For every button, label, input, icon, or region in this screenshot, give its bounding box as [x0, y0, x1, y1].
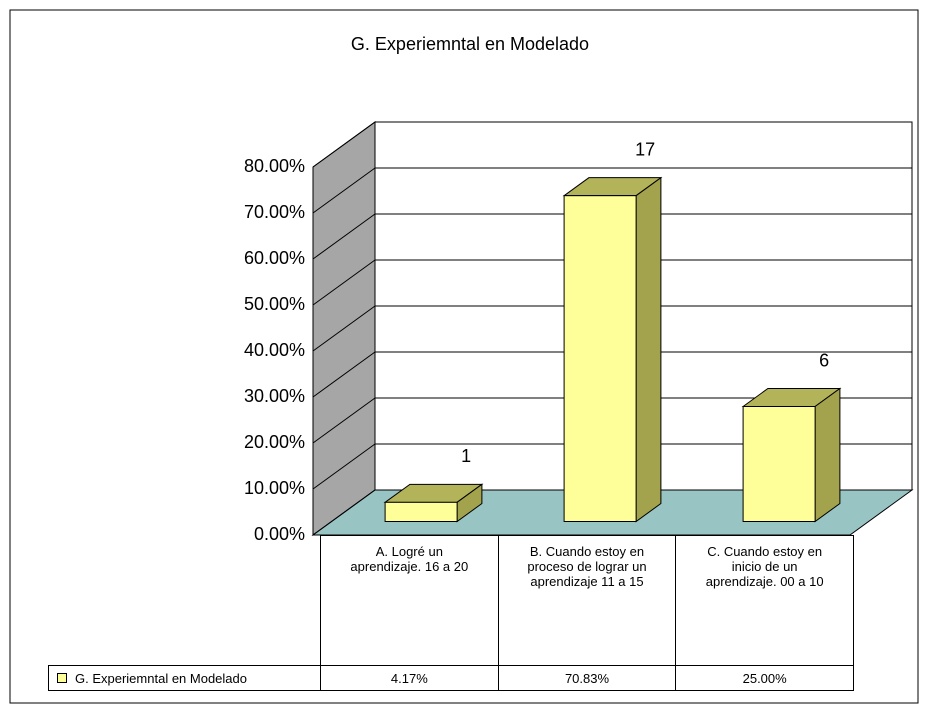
bar	[742, 406, 816, 522]
value-cell: 70.83%	[497, 665, 677, 691]
grid-line	[312, 489, 376, 536]
chart-border	[9, 9, 919, 704]
grid-line	[312, 351, 376, 398]
chart-title: G. Experiemntal en Modelado	[351, 34, 589, 54]
bar	[384, 501, 458, 522]
grid-line	[312, 443, 376, 490]
y-tick-label: 30.00%	[244, 386, 305, 406]
y-tick-label: 40.00%	[244, 340, 305, 360]
bar-side	[635, 176, 662, 523]
data-label: 6	[819, 350, 829, 370]
y-tick-label: 80.00%	[244, 156, 305, 176]
y-tick-label: 70.00%	[244, 202, 305, 222]
bar	[563, 195, 637, 522]
grid-line	[312, 305, 376, 352]
grid-line	[312, 397, 376, 444]
grid-line	[312, 259, 376, 306]
bar-side	[814, 387, 841, 523]
y-tick-label: 20.00%	[244, 432, 305, 452]
grid-line	[312, 213, 376, 260]
y-tick-label: 10.00%	[244, 478, 305, 498]
category-cell: B. Cuando estoy en proceso de lograr un …	[497, 535, 677, 666]
value-cell: 4.17%	[320, 665, 499, 691]
grid-line	[312, 121, 376, 168]
category-cell: A. Logré un aprendizaje. 16 a 20	[320, 535, 499, 666]
value-cell: 25.00%	[675, 665, 854, 691]
y-tick-label: 50.00%	[244, 294, 305, 314]
legend-cell: G. Experiemntal en Modelado	[48, 665, 321, 691]
y-tick-label: 60.00%	[244, 248, 305, 268]
legend-key	[57, 673, 67, 683]
y-tick-label: 0.00%	[254, 524, 305, 544]
data-label: 17	[635, 139, 655, 159]
data-label: 1	[461, 446, 471, 466]
legend-label: G. Experiemntal en Modelado	[75, 670, 247, 686]
grid-line	[312, 167, 376, 214]
category-cell: C. Cuando estoy en inicio de un aprendiz…	[675, 535, 854, 666]
